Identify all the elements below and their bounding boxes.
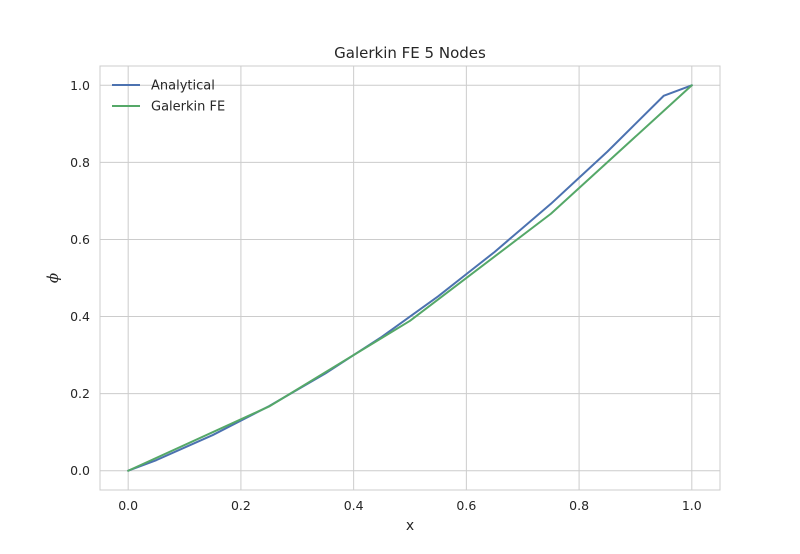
- x-tick-label: 1.0: [682, 498, 702, 513]
- y-tick-label: 0.6: [70, 232, 90, 247]
- x-tick-label: 0.0: [118, 498, 138, 513]
- y-tick-labels: 0.0 0.2 0.4 0.6 0.8 1.0: [70, 78, 90, 478]
- y-tick-label: 0.2: [70, 386, 90, 401]
- series-layer: [127, 84, 693, 472]
- y-tick-label: 0.4: [70, 309, 90, 324]
- x-axis-label: x: [406, 518, 414, 534]
- chart-title: Galerkin FE 5 Nodes: [334, 44, 486, 62]
- legend-label: Galerkin FE: [151, 100, 225, 115]
- legend-label: Analytical: [151, 79, 215, 94]
- x-tick-labels: 0.0 0.2 0.4 0.6 0.8 1.0: [118, 498, 702, 513]
- y-tick-label: 1.0: [70, 78, 90, 93]
- series-line-galerkin-fe: [127, 84, 693, 472]
- legend: Analytical Galerkin FE: [112, 79, 225, 115]
- y-tick-label: 0.8: [70, 155, 90, 170]
- series-line-analytical: [127, 84, 693, 472]
- y-tick-label: 0.0: [70, 463, 90, 478]
- y-axis-label: ϕ: [44, 273, 62, 283]
- x-tick-label: 0.2: [231, 498, 251, 513]
- x-tick-label: 0.6: [456, 498, 476, 513]
- x-tick-label: 0.4: [344, 498, 364, 513]
- x-tick-label: 0.8: [569, 498, 589, 513]
- x-gridlines: [127, 66, 693, 490]
- plot-area: [99, 65, 721, 491]
